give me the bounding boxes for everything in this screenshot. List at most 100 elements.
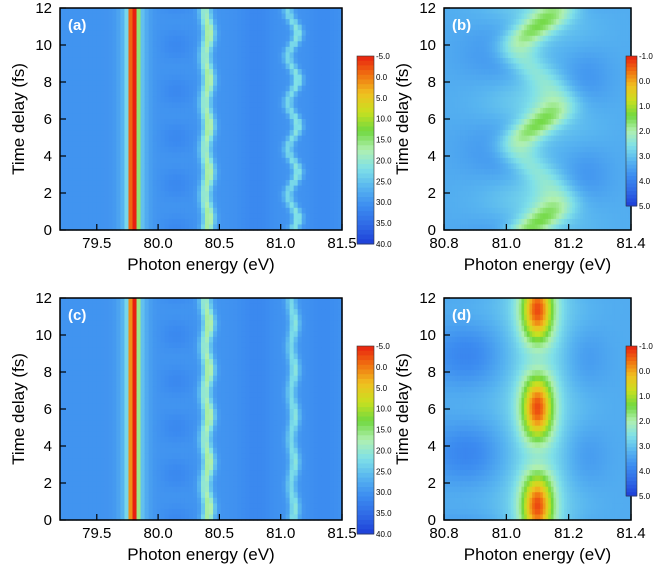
heatmap-cell	[317, 35, 323, 42]
heatmap-cell	[505, 80, 509, 87]
heatmap-cell	[518, 74, 523, 81]
heatmap-cell	[550, 24, 555, 31]
heatmap-cell	[454, 107, 458, 115]
heatmap-cell	[132, 69, 138, 76]
heatmap-cell	[484, 224, 488, 231]
heatmap-cell	[481, 152, 485, 159]
heatmap-cell	[273, 85, 279, 92]
heatmap-cell	[534, 185, 539, 192]
heatmap-cell	[156, 80, 162, 87]
heatmap-cell	[582, 96, 587, 103]
heatmap-cell	[524, 8, 528, 15]
heatmap-cell	[497, 207, 501, 214]
heatmap-cell	[470, 107, 474, 115]
heatmap-cell	[249, 19, 254, 26]
heatmap-cell	[233, 218, 238, 226]
heatmap-cell	[556, 213, 560, 220]
heatmap-cell	[337, 174, 343, 181]
heatmap-cell	[478, 146, 482, 153]
heatmap-cell	[68, 191, 73, 198]
heatmap-cell	[140, 107, 146, 115]
heatmap-cell	[229, 213, 234, 220]
heatmap-cell	[478, 124, 482, 131]
heatmap-cell	[508, 180, 512, 187]
heatmap-cell	[473, 191, 477, 198]
heatmap-cell	[184, 57, 190, 65]
heatmap-cell	[580, 91, 584, 98]
heatmap-cell	[556, 185, 560, 192]
heatmap-cell	[486, 19, 491, 26]
heatmap-cell	[120, 141, 126, 148]
heatmap-cell	[144, 80, 150, 87]
heatmap-cell	[321, 102, 327, 109]
heatmap-cell	[577, 168, 581, 176]
heatmap-cell	[537, 168, 541, 176]
heatmap-cell	[556, 46, 560, 53]
heatmap-cell	[577, 124, 581, 131]
heatmap-cell	[88, 63, 93, 70]
heatmap-cell	[217, 218, 222, 226]
heatmap-cell	[277, 163, 283, 170]
heatmap-cell	[542, 213, 547, 220]
heatmap-cell	[444, 30, 448, 37]
heatmap-cell	[164, 96, 170, 103]
heatmap-cell	[545, 41, 549, 48]
heatmap-cell	[542, 185, 547, 192]
heatmap-cell	[497, 141, 501, 148]
heatmap-cell	[449, 24, 453, 31]
heatmap-cell	[566, 124, 571, 131]
heatmap-cell	[233, 224, 238, 231]
heatmap-cell	[233, 146, 238, 153]
heatmap-cell	[545, 57, 549, 65]
heatmap-cell	[128, 63, 134, 70]
heatmap-cell	[577, 130, 581, 137]
heatmap-cell	[513, 202, 517, 209]
heatmap-cell	[497, 52, 501, 59]
heatmap-cell	[337, 63, 343, 70]
heatmap-cell	[566, 24, 571, 31]
heatmap-cell	[196, 102, 202, 109]
heatmap-cell	[249, 8, 254, 15]
heatmap-cell	[553, 174, 557, 181]
heatmap-cell	[444, 202, 448, 209]
heatmap-cell	[100, 163, 105, 170]
heatmap-cell	[561, 46, 565, 53]
heatmap-cell	[281, 30, 287, 37]
heatmap-cell	[510, 46, 515, 53]
heatmap-cell	[285, 80, 291, 87]
heatmap-cell	[305, 69, 311, 76]
heatmap-cell	[561, 30, 565, 37]
heatmap-cell	[273, 191, 279, 198]
heatmap-cell	[444, 63, 448, 70]
heatmap-cell	[273, 218, 279, 226]
heatmap-cell	[329, 213, 335, 220]
heatmap-cell	[309, 168, 315, 176]
heatmap-cell	[84, 52, 89, 59]
heatmap-cell	[217, 8, 222, 15]
heatmap-cell	[120, 213, 126, 220]
heatmap-cell	[460, 119, 464, 126]
heatmap-cell	[160, 130, 166, 137]
heatmap-cell	[96, 185, 101, 192]
heatmap-cell	[550, 85, 555, 92]
heatmap-cell	[196, 91, 202, 98]
heatmap-cell	[128, 135, 134, 142]
heatmap-cell	[96, 146, 101, 153]
heatmap-cell	[494, 119, 499, 126]
heatmap-cell	[140, 135, 146, 142]
heatmap-cell	[534, 224, 539, 231]
heatmap-cell	[569, 207, 573, 214]
heatmap-cell	[148, 80, 154, 87]
heatmap-cell	[120, 80, 126, 87]
heatmap-cell	[92, 124, 97, 131]
heatmap-cell	[180, 91, 186, 98]
heatmap-cell	[569, 91, 573, 98]
colorbar-tick-label: 0.0	[376, 73, 388, 82]
heatmap-cell	[574, 152, 579, 159]
heatmap-cell	[513, 218, 517, 226]
heatmap-cell	[553, 185, 557, 192]
heatmap-cell	[116, 91, 122, 98]
heatmap-cell	[505, 146, 509, 153]
heatmap-cell	[192, 96, 198, 103]
heatmap-cell	[176, 124, 182, 131]
